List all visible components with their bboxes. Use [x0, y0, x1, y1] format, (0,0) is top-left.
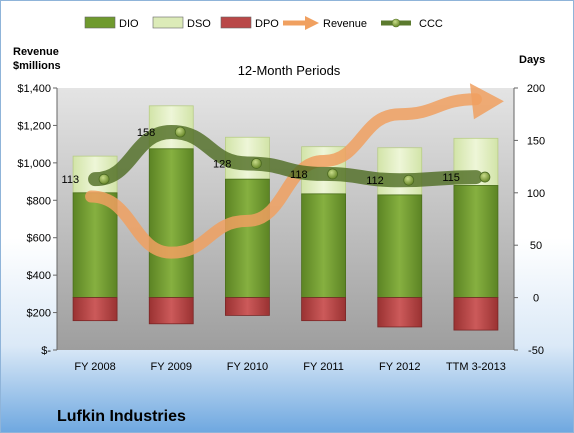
- ccc-point: [403, 174, 415, 186]
- legend-label-dpo: DPO: [255, 18, 279, 30]
- dpo-bar: [377, 297, 423, 328]
- x-tick-label: FY 2009: [151, 361, 192, 373]
- left-axis: $- $200 $400 $600 $800 $1,000 $1,200 $1,400: [17, 83, 58, 357]
- x-tick-label: FY 2008: [74, 361, 115, 373]
- legend-swatch-dpo: [220, 16, 252, 29]
- right-tick-label: 150: [527, 135, 545, 147]
- ccc-data-label: 118: [290, 169, 308, 181]
- right-tick-label: 100: [527, 188, 545, 200]
- legend-swatch-revenue-head: [305, 16, 319, 30]
- legend-label-dio: DIO: [119, 18, 139, 30]
- right-axis: -50 0 50 100 150 200: [513, 83, 545, 357]
- x-tick-label: FY 2011: [303, 361, 344, 373]
- dio-bar: [301, 193, 346, 299]
- legend-label-ccc: CCC: [419, 18, 443, 30]
- dio-bar: [72, 192, 118, 299]
- legend: DIO DSO DPO Revenue CCC: [84, 16, 443, 30]
- ccc-data-label: 128: [213, 158, 231, 170]
- left-tick-label: $200: [27, 308, 51, 320]
- legend-label-revenue: Revenue: [323, 18, 367, 30]
- left-tick-label: $400: [27, 270, 51, 282]
- dio-bar: [453, 185, 499, 299]
- dpo-bar: [148, 297, 194, 325]
- dio-bar: [225, 178, 270, 298]
- dio-bar: [377, 194, 423, 298]
- ccc-data-label: 158: [137, 127, 155, 139]
- legend-swatch-dio: [84, 16, 116, 29]
- left-axis-title-line2: $millions: [13, 60, 61, 72]
- right-axis-title: Days: [519, 54, 545, 66]
- dpo-bar: [225, 297, 270, 316]
- ccc-line: [88, 125, 483, 188]
- ccc-data-label: 112: [366, 175, 384, 187]
- x-tick-label: FY 2010: [227, 361, 268, 373]
- legend-swatch-dso: [152, 16, 184, 29]
- ccc-point: [479, 171, 491, 183]
- chart-subtitle: 12-Month Periods: [238, 63, 341, 78]
- ccc-point: [98, 173, 110, 185]
- ccc-point: [251, 158, 262, 169]
- x-tick-label: TTM 3-2013: [446, 361, 506, 373]
- left-tick-label: $1,400: [17, 83, 51, 95]
- revenue-series: [85, 83, 504, 259]
- ccc-point: [327, 168, 338, 180]
- left-tick-label: $600: [27, 233, 51, 245]
- legend-label-dso: DSO: [187, 18, 211, 30]
- ccc-data-label: 115: [442, 172, 460, 184]
- legend-swatch-ccc-dot: [391, 18, 401, 28]
- left-tick-label: $1,000: [17, 158, 51, 170]
- left-axis-title-line1: Revenue: [13, 46, 59, 58]
- left-tick-label: $1,200: [17, 120, 51, 132]
- dpo-bar: [72, 297, 118, 322]
- x-axis: FY 2008 FY 2009 FY 2010 FY 2011 FY 2012 TTM 3…: [74, 361, 505, 373]
- chart-title: Lufkin Industries: [57, 408, 186, 425]
- revenue-arrowhead: [469, 83, 504, 120]
- bars: [72, 105, 499, 331]
- dpo-bar: [301, 297, 346, 322]
- left-tick-label: $800: [27, 195, 51, 207]
- right-tick-label: 50: [530, 240, 542, 252]
- left-tick-label: $-: [41, 345, 51, 357]
- ccc-data-label: 113: [62, 174, 80, 186]
- dso-bar: [377, 147, 423, 196]
- right-tick-label: -50: [528, 345, 544, 357]
- ccc-series: 113 158 128 118 112 115: [62, 125, 491, 188]
- right-tick-label: 0: [533, 293, 539, 305]
- dpo-bar: [453, 297, 499, 331]
- dio-bar: [148, 148, 194, 298]
- ccc-point: [174, 126, 186, 138]
- right-tick-label: 200: [527, 83, 545, 95]
- x-tick-label: FY 2012: [379, 361, 420, 373]
- revenue-line: [85, 93, 482, 259]
